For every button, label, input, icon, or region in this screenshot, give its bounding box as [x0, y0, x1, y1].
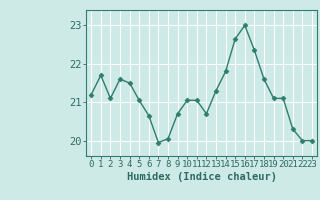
X-axis label: Humidex (Indice chaleur): Humidex (Indice chaleur): [127, 172, 276, 182]
